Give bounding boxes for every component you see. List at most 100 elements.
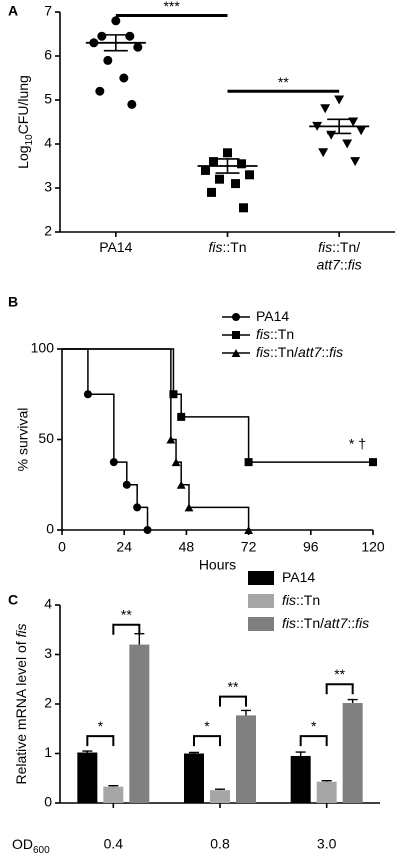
- marker: [133, 503, 142, 512]
- x-axis-label-part: OD: [12, 836, 33, 852]
- marker: [143, 526, 152, 534]
- legend-marker: [232, 313, 240, 321]
- data-point: [125, 31, 135, 41]
- y-tick-label: 6: [44, 47, 52, 63]
- x-tick-label: 24: [116, 539, 132, 555]
- significance-label: **: [228, 678, 239, 694]
- x-tick-label: 3.0: [317, 836, 337, 852]
- y-tick-label: 4: [44, 596, 52, 612]
- data-point: [111, 16, 121, 26]
- marker: [169, 390, 178, 399]
- significance-bracket: [325, 683, 354, 695]
- marker: [166, 435, 176, 444]
- legend-label: fis::Tn/att7::fis: [256, 344, 343, 360]
- marker: [184, 503, 194, 512]
- legend-swatch: [248, 571, 274, 585]
- y-tick-label: 2: [44, 695, 52, 711]
- x-tick-label: fis::Tn: [208, 239, 246, 255]
- bar: [129, 644, 150, 803]
- data-point: [334, 95, 345, 105]
- legend-marker: [232, 331, 240, 339]
- error-bar: [82, 750, 93, 753]
- error-bar: [321, 780, 332, 782]
- x-tick-label: PA14: [99, 239, 132, 255]
- marker: [122, 480, 131, 489]
- error-bar: [108, 784, 119, 787]
- y-axis-label: % survival: [15, 408, 31, 472]
- data-point: [239, 203, 248, 213]
- significance-label: **: [278, 74, 289, 90]
- marker: [244, 526, 253, 534]
- legend-marker: [231, 349, 241, 357]
- y-axis-label-part: Log: [15, 145, 31, 168]
- error-bar: [327, 118, 352, 135]
- x-tick-label: 0.8: [210, 836, 230, 852]
- x-axis-label-part: 600: [33, 845, 50, 856]
- y-tick-label: 2: [44, 223, 52, 239]
- y-tick-label: 7: [44, 3, 52, 19]
- significance-label: *: [98, 718, 104, 734]
- y-axis-label-part: 10: [24, 134, 35, 146]
- data-point: [245, 170, 254, 180]
- y-tick-label: 50: [38, 430, 54, 446]
- legend-label: fis::Tn: [282, 592, 320, 608]
- data-point: [209, 157, 218, 167]
- x-tick-label: 48: [179, 539, 195, 555]
- x-tick-label: 0.4: [104, 836, 124, 852]
- survival-line: [62, 348, 373, 463]
- data-point: [318, 148, 329, 158]
- y-tick-label: 4: [44, 135, 52, 151]
- x-axis-label: OD600: [12, 836, 50, 856]
- data-point: [356, 126, 367, 136]
- x-axis-label: Hours: [199, 557, 236, 573]
- data-point: [127, 99, 137, 109]
- survival-line: [62, 348, 149, 530]
- significance-bracket: [299, 735, 328, 747]
- data-point: [207, 187, 216, 197]
- bar: [103, 786, 124, 803]
- data-point: [95, 86, 105, 96]
- marker: [177, 412, 186, 421]
- y-tick-label: 3: [44, 179, 52, 195]
- marker: [83, 390, 92, 399]
- significance-bracket: [193, 735, 221, 747]
- x-tick-label: 0: [58, 539, 66, 555]
- panel-label: A: [8, 3, 18, 19]
- error-bar: [103, 34, 128, 52]
- y-tick-label: 0: [46, 521, 54, 537]
- bar: [210, 790, 230, 803]
- bar: [316, 781, 337, 803]
- significance-label: **: [121, 607, 132, 623]
- y-tick-label: 5: [44, 91, 52, 107]
- data-point: [215, 174, 224, 184]
- data-point: [342, 139, 353, 149]
- data-point: [237, 159, 246, 169]
- x-tick-label: 72: [241, 539, 257, 555]
- legend-swatch: [248, 594, 274, 608]
- data-point: [97, 31, 107, 41]
- data-point: [326, 130, 337, 140]
- y-tick-label: 3: [44, 645, 52, 661]
- bar: [236, 715, 256, 803]
- legend-label: PA14: [256, 308, 289, 324]
- error-bar: [189, 751, 199, 754]
- significance-label: *: [204, 718, 210, 734]
- x-tick-label: 120: [361, 539, 385, 555]
- panel-label: C: [8, 592, 18, 608]
- significance-bracket: [86, 735, 115, 747]
- legend-label: fis::Tn/att7::fis: [282, 615, 369, 631]
- bar: [77, 752, 98, 803]
- y-axis-label: Log10CFU/lung: [15, 75, 35, 169]
- error-bar: [134, 633, 145, 645]
- data-point: [320, 104, 331, 114]
- error-bar: [347, 698, 358, 704]
- marker: [109, 458, 118, 467]
- survival-line: [62, 348, 250, 530]
- annotation: * †: [349, 436, 366, 452]
- data-point: [103, 55, 113, 65]
- marker: [176, 480, 186, 489]
- significance-label: ***: [163, 0, 180, 14]
- significance-bracket: [219, 695, 247, 707]
- x-tick-label: 96: [303, 539, 319, 555]
